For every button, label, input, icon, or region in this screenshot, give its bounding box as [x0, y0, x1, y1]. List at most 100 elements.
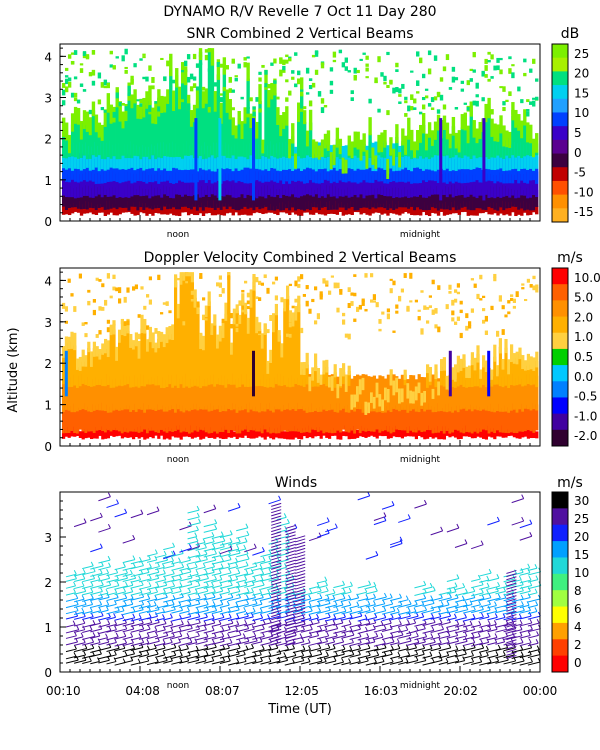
snr-cell [166, 89, 170, 104]
wind-barb [132, 649, 136, 655]
velocity-cell [274, 303, 278, 316]
wind-barb [258, 650, 262, 656]
snr-cell [288, 90, 292, 96]
snr-cell [499, 172, 503, 198]
wind-barb [462, 597, 475, 602]
velocity-cell [255, 316, 259, 334]
wind-barb [471, 592, 484, 597]
wind-barb [342, 644, 346, 650]
wind-barb [497, 644, 501, 650]
velocity-cell [325, 359, 329, 373]
snr-cell [234, 170, 238, 198]
velocity-cell [507, 407, 511, 434]
wind-barb [206, 574, 209, 579]
wind-barb [130, 604, 144, 609]
velocity-cell [199, 273, 203, 279]
velocity-cell [168, 406, 172, 432]
snr-cell [389, 204, 393, 214]
wind-barb [334, 523, 338, 528]
velocity-cell [280, 425, 284, 439]
wind-barb [65, 592, 76, 596]
velocity-cell [420, 328, 424, 332]
wind-barb [268, 615, 281, 620]
velocity-cell [524, 406, 528, 432]
wind-barb [511, 520, 524, 526]
snr-cell [427, 188, 432, 210]
wind-barb [227, 566, 238, 570]
velocity-cell [216, 406, 220, 434]
snr-cell [273, 159, 277, 182]
wind-barb [373, 642, 386, 647]
wind-barb [187, 578, 201, 583]
wind-barb [195, 542, 206, 546]
wind-barb [188, 556, 191, 561]
velocity-cell [274, 276, 278, 281]
wind-barb [348, 594, 352, 600]
velocity-cell [249, 292, 253, 296]
snr-cell [511, 157, 515, 184]
wind-barb [325, 641, 335, 645]
wind-barb [309, 588, 313, 594]
snr-cell [395, 136, 399, 158]
wind-barb [271, 559, 282, 564]
snr-cell [70, 60, 75, 65]
wind-barb [195, 590, 209, 595]
velocity-cell [333, 372, 337, 388]
snr-cell [410, 70, 414, 73]
snr-cell [270, 170, 274, 197]
snr-cell [308, 85, 313, 90]
snr-cell [100, 174, 105, 198]
snr-cell [183, 69, 188, 86]
snr-cell [151, 107, 155, 124]
wind-barb [260, 560, 272, 565]
wind-barb [271, 603, 282, 608]
wind-barb [308, 536, 322, 542]
wind-barb [511, 593, 515, 599]
colorbar-swatch [552, 167, 568, 182]
velocity-cell [252, 273, 256, 287]
velocity-cell [358, 430, 362, 437]
velocity-cell [512, 305, 516, 309]
wind-barb [455, 593, 459, 599]
wind-barb [90, 579, 101, 583]
wind-barb [163, 609, 176, 614]
wind-barb [195, 604, 209, 609]
wind-barb [147, 594, 151, 600]
snr-cell [115, 98, 119, 160]
snr-cell [255, 171, 259, 199]
velocity-cell [252, 426, 256, 439]
velocity-cell [526, 405, 530, 431]
wind-barb [319, 638, 323, 643]
wind-barb [295, 557, 306, 562]
snr-cell [133, 202, 137, 216]
wind-barb [260, 585, 274, 590]
snr-cell [365, 67, 369, 72]
wind-barb [480, 639, 483, 644]
wind-barb [195, 570, 199, 575]
velocity-cell [120, 320, 124, 336]
wind-barb [438, 611, 449, 615]
wind-barb [163, 641, 173, 646]
wind-barb [365, 554, 378, 560]
snr-cell [487, 113, 491, 159]
snr-cell [413, 188, 417, 211]
velocity-cell [448, 284, 452, 290]
snr-cell [300, 89, 304, 92]
wind-barb [130, 617, 142, 622]
velocity-cell [381, 429, 385, 437]
snr-cell [448, 146, 453, 159]
snr-cell [508, 68, 512, 74]
wind-barb [429, 644, 433, 649]
snr-cell [344, 159, 348, 174]
wind-barb [285, 616, 296, 621]
wind-barb [372, 606, 376, 612]
snr-cell [198, 112, 203, 115]
wind-barb [430, 597, 443, 602]
wind-barb [267, 588, 271, 594]
snr-cell [148, 157, 152, 183]
velocity-cell [174, 276, 178, 288]
velocity-cell [347, 405, 351, 433]
wind-barb [138, 636, 150, 640]
wind-barb [162, 650, 166, 656]
snr-cell [82, 144, 87, 170]
